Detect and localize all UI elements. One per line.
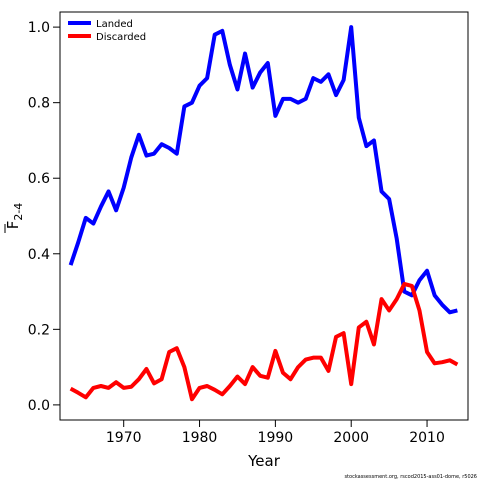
y-tick-label: 0.0	[28, 398, 50, 414]
y-tick-label: 0.2	[28, 322, 50, 338]
y-axis-title-text: F2-4	[4, 203, 25, 230]
y-tick-label: 0.4	[28, 247, 50, 263]
legend-label-discarded: Discarded	[96, 32, 146, 43]
series-line-landed	[68, 25, 458, 315]
plot-frame	[59, 11, 469, 421]
legend-label-landed: Landed	[96, 19, 133, 30]
x-tick-label: 2010	[409, 430, 445, 446]
y-axis-title: F2-4	[4, 203, 25, 233]
y-tick-label: 0.6	[28, 171, 50, 187]
x-axis-title: Year	[247, 452, 281, 470]
x-tick-label: 1970	[106, 430, 142, 446]
axes: 0.0 0.2 0.4 0.6 0.8 1.0 1970 1980 1990 2000 2010	[28, 20, 445, 446]
series-line-discarded	[69, 282, 459, 402]
x-tick-label: 1980	[182, 430, 218, 446]
y-tick-label: 1.0	[28, 20, 50, 36]
x-tick-label: 2000	[333, 430, 369, 446]
x-tick-label: 1990	[258, 430, 294, 446]
y-tick-label: 0.8	[28, 96, 50, 112]
legend: Landed Discarded	[68, 19, 146, 43]
footer-note: stockassessment.org, rscod2015-ass01-dom…	[344, 474, 477, 480]
series-lines	[68, 25, 459, 402]
y-axis-title-subscript: 2-4	[12, 203, 25, 221]
y-axis-title-main: F	[4, 221, 22, 230]
